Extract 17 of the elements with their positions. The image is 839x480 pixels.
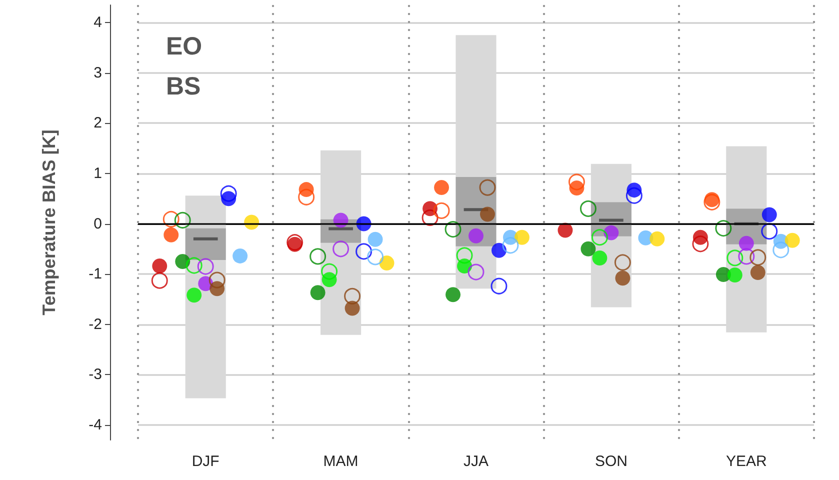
x-tick-label: MAM: [323, 453, 358, 470]
y-axis-title: Temperature BIAS [K]: [39, 130, 59, 316]
y-tick-label: 2: [94, 114, 102, 132]
y-tick-label: 0: [94, 215, 102, 232]
x-tick-label: YEAR: [726, 453, 767, 470]
y-tick-label: -3: [88, 366, 102, 384]
y-tick-label: -1: [88, 266, 102, 283]
annotation: EO: [166, 32, 202, 60]
y-tick-label: 4: [94, 14, 102, 32]
x-tick-label: DJF: [192, 453, 220, 470]
y-tick-label: 3: [94, 64, 102, 82]
y-tick-label: 1: [94, 164, 102, 182]
y-tick-label: -2: [88, 316, 102, 333]
annotation: BS: [166, 72, 201, 100]
x-tick-label: SON: [594, 453, 628, 470]
x-tick-label: JJA: [463, 453, 489, 470]
y-tick-label: -4: [88, 416, 102, 434]
